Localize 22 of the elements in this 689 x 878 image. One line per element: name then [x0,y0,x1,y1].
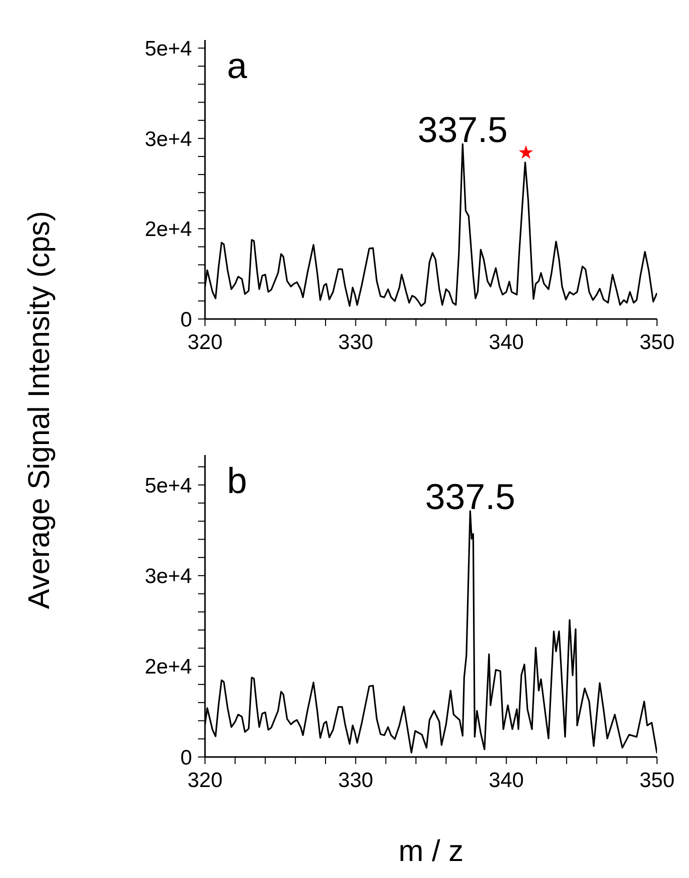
y-tick-label: 0 [180,308,192,332]
y-tick-label: 3e+4 [144,564,192,588]
y-tick-label: 0 [180,746,192,770]
annotation: 337.5 [418,109,508,150]
annotation: 337.5 [425,476,516,518]
y-tick-label: 5e+4 [144,37,192,60]
y-tick-label: 5e+4 [144,474,192,498]
x-tick-label: 330 [338,330,374,354]
y-axis-title: Average Signal Intensity (cps) [23,211,57,609]
x-tick-label: 350 [639,330,675,354]
y-tick-label: 3e+4 [144,128,192,151]
x-tick-label: 340 [488,768,524,792]
x-axis-title: m / z [398,835,464,869]
y-tick-label: 2e+4 [144,656,192,679]
annotation: b [227,460,248,501]
x-tick-label: 340 [488,330,524,354]
x-tick-label: 320 [187,768,223,792]
x-tick-label: 330 [338,768,374,792]
annotation: a [227,45,248,86]
x-tick-label: 350 [639,768,675,792]
x-tick-label: 320 [187,330,223,354]
y-tick-label: 2e+4 [144,218,192,242]
